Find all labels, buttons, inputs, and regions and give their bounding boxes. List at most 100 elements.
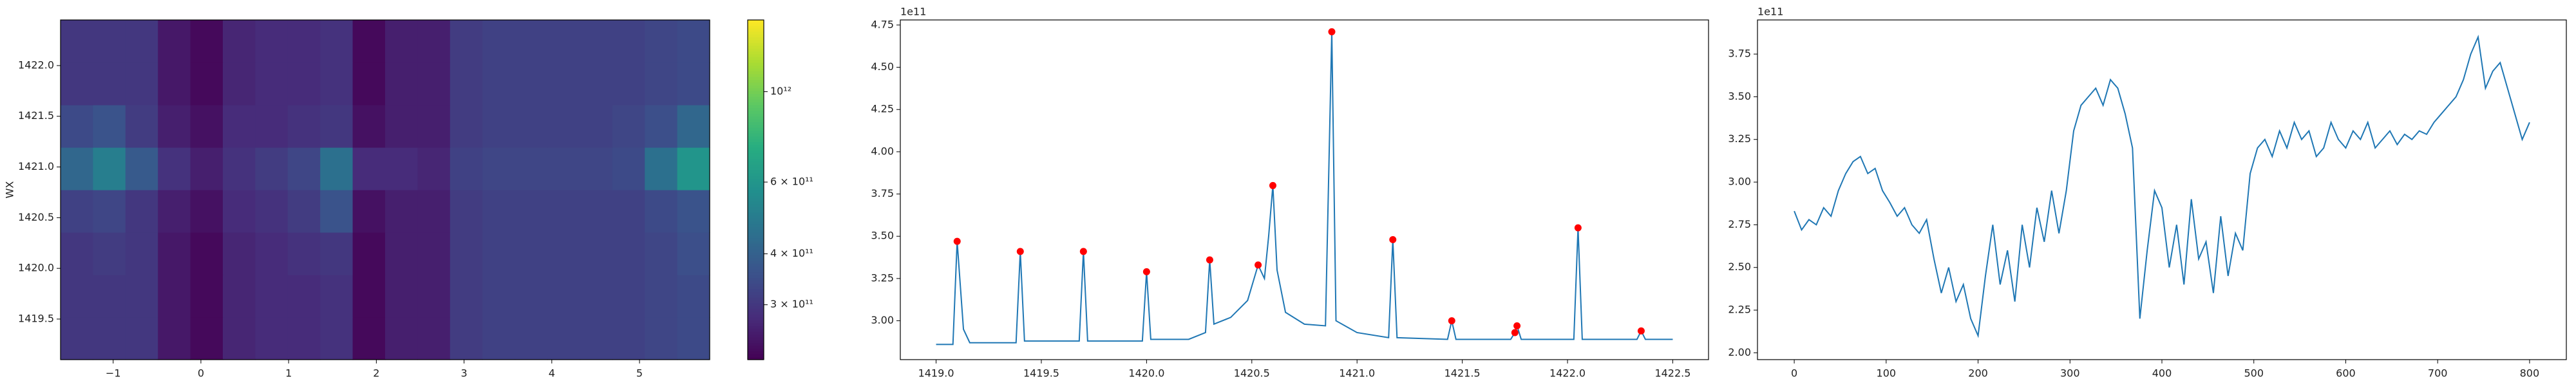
colorbar-segment	[748, 65, 764, 69]
colorbar-segment	[748, 150, 764, 154]
heatmap-cell	[645, 232, 678, 275]
heatmap-cell	[61, 232, 93, 275]
colorbar-segment	[748, 277, 764, 281]
heatmap-cell	[612, 20, 645, 63]
heatmap-cell	[677, 62, 710, 106]
colorbar-tick-label: 6 × 10¹¹	[770, 176, 813, 188]
colorbar-segment	[748, 306, 764, 309]
y-tick-label: 3.00	[1728, 176, 1751, 188]
colorbar-segment	[748, 252, 764, 255]
colorbar-segment	[748, 122, 764, 125]
colorbar-segment	[748, 286, 764, 290]
heatmap-cell	[93, 190, 126, 233]
colorbar-segment	[748, 351, 764, 354]
peak-marker	[1142, 268, 1150, 275]
heatmap-cell	[61, 190, 93, 233]
heatmap-cell	[125, 20, 158, 63]
colorbar-segment	[748, 23, 764, 26]
data-line	[1794, 34, 2530, 338]
heatmap-cell	[482, 105, 516, 148]
heatmap-cell	[352, 317, 386, 360]
heatmap-cell	[287, 105, 321, 148]
colorbar-segment	[748, 73, 764, 77]
heatmap-cell	[612, 232, 645, 275]
heatmap-cell	[287, 62, 321, 106]
heatmap-cell	[190, 275, 223, 318]
x-tick-label: 600	[2336, 367, 2356, 380]
colorbar-segment	[748, 326, 764, 329]
offset-text: 1e11	[900, 6, 926, 18]
heatmap-cell	[645, 62, 678, 106]
colorbar-segment	[748, 91, 764, 94]
heatmap-cell	[320, 275, 354, 318]
colorbar-segment	[748, 87, 764, 91]
heatmap-cell	[125, 275, 158, 318]
heatmap-cell	[287, 275, 321, 318]
heatmap-cell	[190, 62, 223, 106]
x-tick-label: 1421.5	[1444, 367, 1481, 380]
heatmap-cell	[190, 190, 223, 233]
plot-frame	[60, 19, 710, 360]
heatmap-cell	[580, 105, 613, 148]
heatmap-cell	[223, 232, 256, 275]
colorbar-segment	[748, 317, 764, 320]
x-tick-label: 500	[2244, 367, 2264, 380]
heatmap-cell	[93, 147, 126, 190]
heatmap-cell	[450, 105, 483, 148]
y-tick-label: 1420.5	[18, 211, 54, 223]
colorbar-segment	[748, 334, 764, 338]
heatmap-cell	[612, 62, 645, 106]
heatmap-cell	[93, 105, 126, 148]
peak-marker	[1513, 322, 1521, 329]
colorbar-segment	[748, 297, 764, 301]
offset-text: 1e11	[1757, 6, 1783, 18]
colorbar-segment	[748, 28, 764, 32]
heatmap-cell	[417, 62, 451, 106]
colorbar-segment	[748, 212, 764, 216]
plot-frame	[1757, 19, 2567, 360]
colorbar-segment	[748, 232, 764, 235]
peak-marker	[1269, 181, 1276, 189]
colorbar-segment	[748, 331, 764, 335]
heatmap-cell	[61, 20, 93, 63]
colorbar-segment	[748, 39, 764, 43]
heatmap-cell	[645, 147, 678, 190]
heatmap-cell	[61, 147, 93, 190]
heatmap-cell	[482, 275, 516, 318]
heatmap-cell	[61, 105, 93, 148]
heatmap-cell	[385, 20, 418, 63]
colorbar-segment	[748, 340, 764, 344]
y-tick-label: 1422.0	[18, 59, 54, 71]
colorbar-segment	[748, 127, 764, 131]
x-tick-label: 800	[2520, 367, 2540, 380]
colorbar-segment	[748, 223, 764, 227]
heatmap-cell	[385, 147, 418, 190]
heatmap-cell	[287, 147, 321, 190]
heatmap-cell	[580, 275, 613, 318]
y-tick-label: 3.75	[1728, 48, 1751, 60]
heatmap-cell	[515, 275, 548, 318]
colorbar-segment	[748, 345, 764, 349]
heatmap-cell	[515, 62, 548, 106]
heatmap-cell	[352, 275, 386, 318]
colorbar-segment	[748, 218, 764, 221]
x-tick-label: 1420.0	[1128, 367, 1164, 380]
heatmap-cell	[677, 147, 710, 190]
colorbar-segment	[748, 201, 764, 205]
peak-marker	[1255, 261, 1262, 269]
x-tick-label: 1419.5	[1023, 367, 1059, 380]
data-line	[936, 32, 1673, 345]
colorbar-segment	[748, 215, 764, 219]
heatmap-cell	[287, 232, 321, 275]
colorbar-segment	[748, 105, 764, 108]
colorbar-segment	[748, 314, 764, 318]
heatmap-cell	[223, 20, 256, 63]
heatmap-cell	[125, 147, 158, 190]
colorbar-segment	[748, 133, 764, 136]
x-tick-label: 0	[1791, 367, 1797, 380]
y-tick-label: 2.75	[1728, 218, 1751, 230]
heatmap-cell	[125, 105, 158, 148]
colorbar-segment	[748, 172, 764, 176]
heatmap-cell	[190, 105, 223, 148]
